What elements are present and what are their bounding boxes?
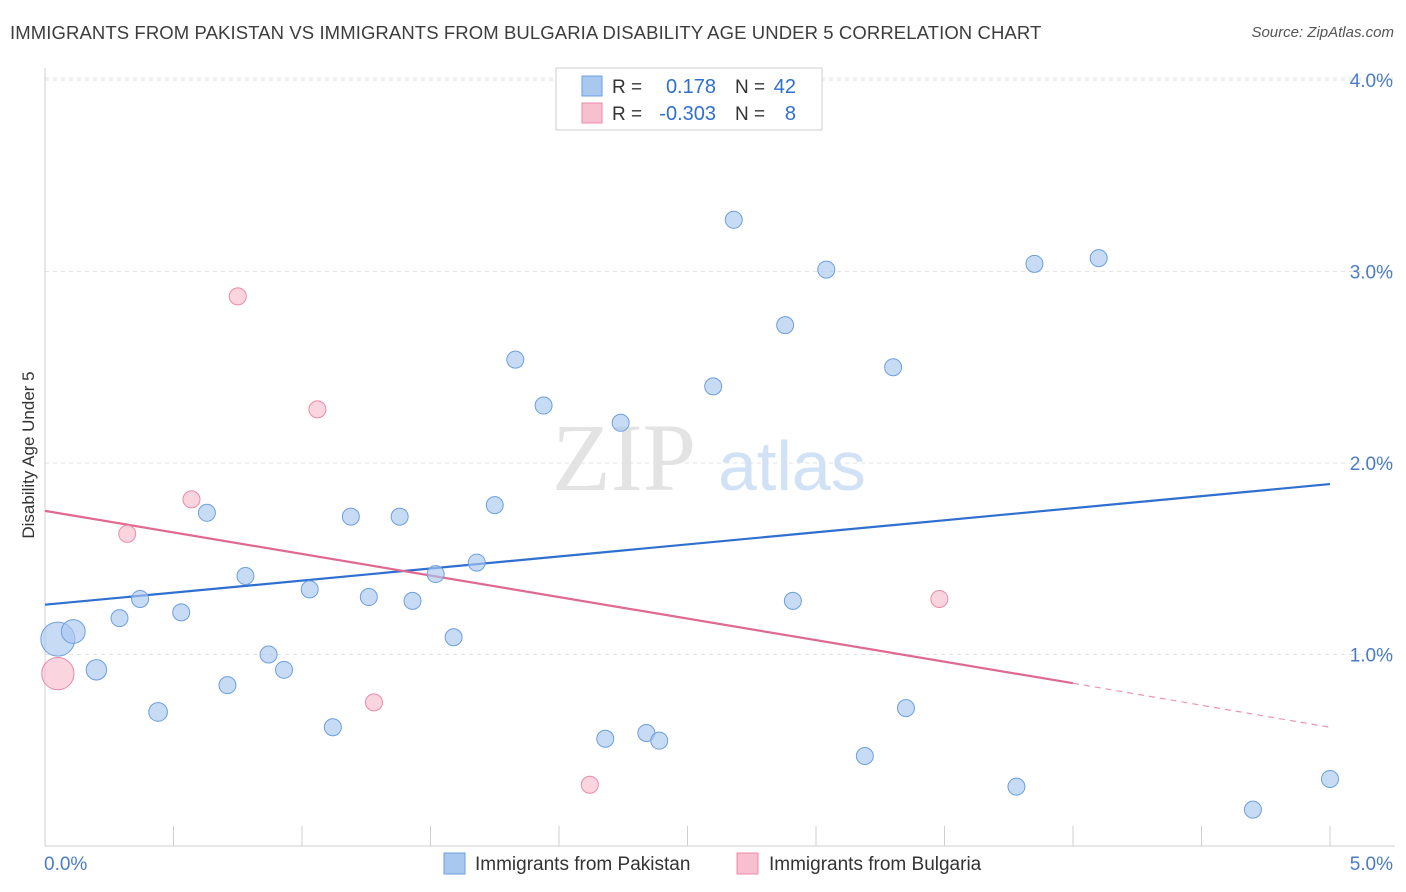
pakistan-point bbox=[783, 591, 802, 610]
pakistan-point bbox=[1089, 249, 1108, 268]
pakistan-point bbox=[817, 260, 836, 279]
pakistan-point bbox=[896, 699, 915, 718]
pakistan-point bbox=[148, 702, 168, 722]
pakistan-point bbox=[172, 603, 191, 622]
legend-swatch-pakistan bbox=[581, 75, 603, 97]
legend-n-value-1: 42 bbox=[774, 76, 796, 98]
pakistan-point bbox=[236, 566, 255, 585]
bulgaria-point bbox=[364, 693, 383, 712]
pakistan-point bbox=[534, 396, 553, 415]
pakistan-point bbox=[1025, 254, 1044, 273]
pakistan-point bbox=[506, 350, 525, 369]
pakistan-point bbox=[197, 503, 216, 522]
pakistan-trend-line bbox=[44, 482, 1331, 606]
legend-r-label-1: R = bbox=[612, 77, 642, 98]
correlation-legend: R = 0.178 N = 42 R = -0.303 N = 8 bbox=[555, 67, 823, 131]
pakistan-point bbox=[390, 507, 409, 526]
tick-labels: 1.0% 2.0% 3.0% 4.0% 0.0% 5.0% bbox=[44, 71, 1393, 875]
bulgaria-point bbox=[182, 490, 201, 509]
legend-r-value-2: -0.303 bbox=[659, 103, 716, 125]
pakistan-point bbox=[341, 507, 360, 526]
pakistan-point bbox=[1243, 800, 1262, 819]
y-axis-label: Disability Age Under 5 bbox=[19, 371, 38, 538]
series-legend: Immigrants from Pakistan Immigrants from… bbox=[443, 852, 982, 875]
pakistan-point bbox=[110, 609, 129, 628]
pakistan-point bbox=[85, 659, 108, 681]
bulgaria-point bbox=[580, 775, 599, 794]
pakistan-point bbox=[1321, 769, 1339, 788]
bulgaria-point bbox=[228, 287, 247, 306]
pakistan-point bbox=[218, 676, 237, 695]
axes bbox=[44, 68, 1395, 847]
legend-n-label-2: N = bbox=[735, 104, 765, 125]
bulgaria-point bbox=[930, 589, 949, 608]
x-tick-label: 0.0% bbox=[44, 854, 87, 875]
pakistan-point bbox=[275, 660, 294, 679]
x-tick-label: 5.0% bbox=[1350, 854, 1393, 875]
pakistan-point bbox=[131, 589, 150, 608]
series-legend-swatch-pakistan bbox=[443, 852, 466, 875]
pakistan-point bbox=[776, 316, 795, 335]
y-tick-label: 2.0% bbox=[1350, 454, 1393, 475]
y-tick-label: 4.0% bbox=[1350, 71, 1393, 92]
pakistan-point bbox=[300, 580, 319, 599]
pakistan-point bbox=[485, 496, 504, 515]
pakistan-point bbox=[403, 591, 422, 610]
legend-r-label-2: R = bbox=[612, 104, 642, 125]
legend-n-label-1: N = bbox=[735, 77, 765, 98]
series-legend-swatch-bulgaria bbox=[736, 852, 759, 875]
legend-r-value-1: 0.178 bbox=[666, 76, 716, 98]
pakistan-point bbox=[323, 718, 342, 737]
series-legend-label-bulgaria: Immigrants from Bulgaria bbox=[769, 854, 982, 875]
pakistan-point bbox=[1007, 777, 1026, 796]
source-label: Source: ZipAtlas.com bbox=[1251, 24, 1394, 41]
y-tick-label: 3.0% bbox=[1350, 263, 1393, 284]
pakistan-point bbox=[884, 358, 903, 377]
bulgaria-trend-line bbox=[44, 509, 1074, 685]
pakistan-point bbox=[444, 628, 463, 647]
bulgaria-point bbox=[41, 657, 75, 691]
series-legend-label-pakistan: Immigrants from Pakistan bbox=[475, 854, 690, 875]
pakistan-point bbox=[426, 565, 445, 584]
pakistan-point bbox=[724, 210, 743, 229]
pakistan-point bbox=[259, 645, 278, 664]
pakistan-point bbox=[60, 619, 86, 644]
trend-lines bbox=[44, 482, 1331, 728]
legend-swatch-bulgaria bbox=[581, 102, 603, 124]
y-tick-label: 1.0% bbox=[1350, 646, 1393, 667]
legend-n-value-2: 8 bbox=[785, 103, 796, 125]
watermark-atlas: atlas bbox=[718, 427, 866, 505]
pakistan-point bbox=[611, 413, 630, 432]
bulgaria-point bbox=[118, 524, 137, 543]
pakistan-point bbox=[650, 731, 669, 750]
pakistan-point bbox=[359, 588, 378, 607]
pakistan-point bbox=[704, 377, 723, 396]
pakistan-point bbox=[467, 553, 486, 572]
bulgaria-trend-extension bbox=[1072, 682, 1331, 728]
bulgaria-point bbox=[308, 400, 327, 419]
chart-title: IMMIGRANTS FROM PAKISTAN VS IMMIGRANTS F… bbox=[10, 22, 1042, 43]
pakistan-point bbox=[855, 746, 874, 765]
data-points bbox=[40, 210, 1339, 819]
pakistan-point bbox=[596, 729, 615, 748]
